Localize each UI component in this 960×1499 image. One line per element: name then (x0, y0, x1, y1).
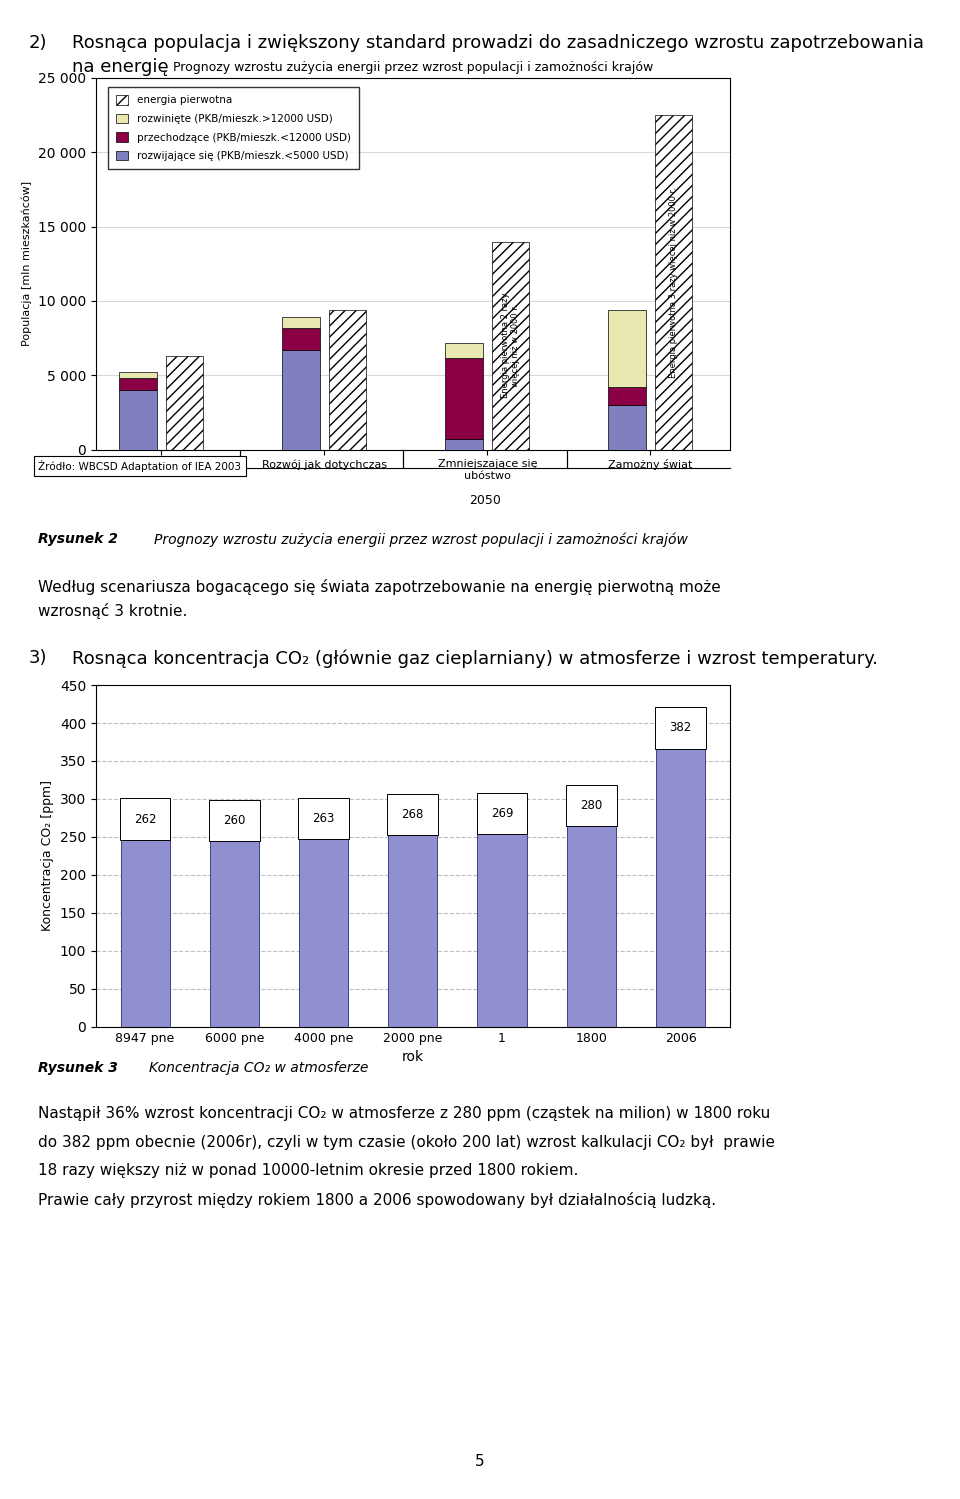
Text: Źródło: WBCSD Adaptation of IEA 2003: Źródło: WBCSD Adaptation of IEA 2003 (38, 460, 241, 472)
Text: 260: 260 (223, 814, 246, 827)
X-axis label: rok: rok (401, 1051, 424, 1064)
Text: 268: 268 (401, 808, 424, 821)
Bar (445, 357, 483, 439)
Bar (119, 372, 156, 378)
Bar (282, 328, 320, 351)
Bar (655, 115, 692, 450)
Text: Nastąpił 36% wzrost koncentracji CO₂ w atmosferze z 280 ppm (cząstek na milion) : Nastąpił 36% wzrost koncentracji CO₂ w a… (38, 1106, 771, 1121)
Text: Rysunek 2: Rysunek 2 (38, 532, 118, 546)
Text: 263: 263 (312, 812, 335, 824)
Text: Energia pierwotna 2 razy
więcej niż w 2000 r.: Energia pierwotna 2 razy więcej niż w 20… (501, 292, 520, 399)
Bar (119, 378, 156, 390)
Y-axis label: Koncentracja CO₂ [ppm]: Koncentracja CO₂ [ppm] (41, 781, 55, 931)
Text: do 382 ppm obecnie (2006r), czyli w tym czasie (około 200 lat) wzrost kalkulacji: do 382 ppm obecnie (2006r), czyli w tym … (38, 1135, 776, 1150)
Bar (329, 310, 366, 450)
Bar (299, 827, 348, 1027)
Legend: energia pierwotna, rozwinięte (PKB/mieszk.>12000 USD), przechodzące (PKB/mieszk.: energia pierwotna, rozwinięte (PKB/miesz… (108, 87, 359, 169)
Text: 262: 262 (133, 812, 156, 826)
Text: 3): 3) (29, 649, 47, 667)
Bar (656, 736, 705, 1027)
Text: Prawie cały przyrost między rokiem 1800 a 2006 spowodowany był działalnością lud: Prawie cały przyrost między rokiem 1800 … (38, 1192, 716, 1208)
Bar (166, 357, 204, 450)
Text: wzrosnąć 3 krotnie.: wzrosnąć 3 krotnie. (38, 603, 188, 619)
Bar (445, 343, 483, 357)
Bar (445, 439, 483, 450)
Y-axis label: Populacja [mln mieszkańców]: Populacja [mln mieszkańców] (22, 181, 33, 346)
Bar (609, 310, 646, 387)
Text: Prognozy wzrostu zużycia energii przez wzrost populacji i zamożności krajów: Prognozy wzrostu zużycia energii przez w… (154, 532, 687, 547)
Bar (282, 318, 320, 328)
Text: Koncentracja CO₂ w atmosferze: Koncentracja CO₂ w atmosferze (149, 1061, 369, 1075)
Text: na energię: na energię (72, 58, 169, 76)
Text: Rosnąca populacja i zwiększony standard prowadzi do zasadniczego wzrostu zapotrz: Rosnąca populacja i zwiększony standard … (72, 34, 924, 52)
Bar (210, 829, 259, 1027)
Text: Energia pierwotna 3 razy więcej niż w 2000 r.: Energia pierwotna 3 razy więcej niż w 20… (669, 187, 678, 378)
Bar (121, 827, 170, 1027)
Text: 280: 280 (580, 799, 603, 812)
Text: Rosnąca koncentracja CO₂ (głównie gaz cieplarniany) w atmosferze i wzrost temper: Rosnąca koncentracja CO₂ (głównie gaz ci… (72, 649, 878, 667)
Text: 382: 382 (669, 721, 691, 735)
Bar (609, 405, 646, 450)
Text: 2050: 2050 (469, 495, 501, 507)
Text: 5: 5 (475, 1454, 485, 1469)
Bar (566, 814, 615, 1027)
Bar (492, 241, 529, 450)
Text: 18 razy większy niż w ponad 10000-letnim okresie przed 1800 rokiem.: 18 razy większy niż w ponad 10000-letnim… (38, 1163, 579, 1178)
Bar (477, 823, 527, 1027)
Title: Prognozy wzrostu zużycia energii przez wzrost populacji i zamożności krajów: Prognozy wzrostu zużycia energii przez w… (173, 61, 653, 73)
Text: Rysunek 3: Rysunek 3 (38, 1061, 118, 1075)
Bar (119, 390, 156, 450)
Text: Według scenariusza bogacącego się świata zapotrzebowanie na energię pierwotną mo: Według scenariusza bogacącego się świata… (38, 579, 721, 595)
Bar (388, 823, 438, 1027)
Bar (609, 387, 646, 405)
Text: 2): 2) (29, 34, 47, 52)
Bar (282, 351, 320, 450)
Text: 269: 269 (491, 808, 514, 820)
